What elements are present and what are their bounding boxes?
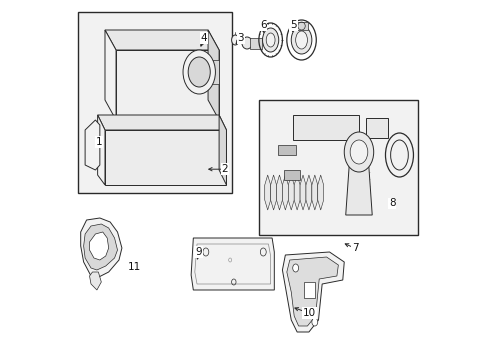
Text: 6: 6 [260, 20, 266, 30]
Text: 4: 4 [201, 33, 207, 43]
Text: 10: 10 [302, 308, 315, 318]
Text: 1: 1 [95, 137, 102, 147]
Bar [304, 282, 314, 298]
Polygon shape [311, 175, 317, 210]
Ellipse shape [231, 35, 239, 45]
Text: 7: 7 [351, 243, 358, 253]
Text: 5: 5 [289, 20, 296, 30]
Polygon shape [98, 115, 105, 185]
Polygon shape [292, 115, 358, 140]
Text: 2: 2 [221, 164, 227, 174]
Polygon shape [89, 272, 101, 290]
Ellipse shape [344, 132, 373, 172]
Polygon shape [345, 152, 371, 215]
Text: 11: 11 [128, 262, 141, 272]
Polygon shape [366, 118, 387, 138]
Ellipse shape [242, 37, 252, 49]
Polygon shape [282, 175, 288, 210]
Polygon shape [317, 175, 323, 210]
Polygon shape [81, 218, 122, 278]
Ellipse shape [188, 57, 210, 87]
Text: 3: 3 [237, 33, 244, 43]
Ellipse shape [262, 28, 278, 52]
Ellipse shape [295, 31, 307, 49]
Polygon shape [207, 30, 219, 120]
Polygon shape [305, 175, 311, 210]
Polygon shape [294, 175, 300, 210]
Ellipse shape [183, 50, 215, 94]
Polygon shape [284, 170, 300, 180]
Polygon shape [278, 145, 296, 155]
Ellipse shape [291, 26, 311, 54]
Polygon shape [85, 120, 100, 170]
Ellipse shape [292, 264, 298, 272]
Polygon shape [98, 115, 226, 130]
Polygon shape [199, 60, 219, 84]
Polygon shape [116, 50, 219, 120]
Bar [258, 100, 417, 235]
Text: 8: 8 [388, 198, 395, 208]
Polygon shape [219, 115, 226, 185]
Ellipse shape [349, 140, 367, 164]
Polygon shape [89, 232, 108, 260]
Text: 9: 9 [195, 247, 202, 257]
Polygon shape [105, 130, 226, 185]
Polygon shape [276, 175, 282, 210]
Polygon shape [282, 252, 344, 332]
Polygon shape [264, 175, 270, 210]
Polygon shape [294, 22, 307, 30]
Ellipse shape [265, 33, 274, 47]
Ellipse shape [311, 318, 317, 326]
Ellipse shape [390, 140, 407, 170]
Bar [249, 38, 261, 49]
Polygon shape [288, 175, 294, 210]
Polygon shape [83, 224, 117, 270]
Polygon shape [105, 30, 116, 120]
Polygon shape [191, 238, 274, 290]
Polygon shape [300, 175, 305, 210]
Polygon shape [286, 257, 338, 326]
Polygon shape [105, 30, 219, 50]
Bar [78, 12, 232, 193]
Polygon shape [270, 175, 276, 210]
